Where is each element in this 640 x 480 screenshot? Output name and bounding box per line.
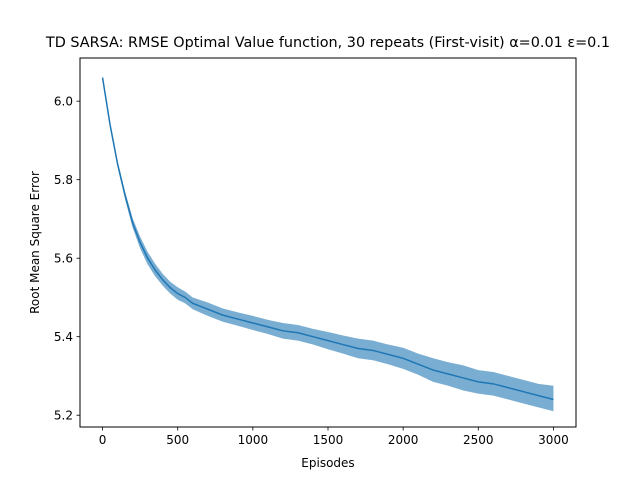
y-tick-label: 5.8 (54, 173, 73, 187)
chart-title: TD SARSA: RMSE Optimal Value function, 3… (45, 35, 610, 51)
x-tick-label: 1500 (313, 433, 344, 447)
series-0-confidence-band (102, 75, 554, 412)
x-tick-label: 0 (99, 433, 107, 447)
x-tick-label: 500 (166, 433, 189, 447)
x-axis-label: Episodes (301, 456, 354, 470)
x-tick-label: 2500 (463, 433, 494, 447)
y-tick-label: 5.2 (54, 409, 73, 423)
y-tick-label: 5.4 (54, 330, 73, 344)
y-axis-label: Root Mean Square Error (28, 171, 42, 314)
x-tick-label: 2000 (388, 433, 419, 447)
series-0-mean-line (101, 77, 554, 401)
x-axis: 0 500 1000 1500 2000 2500 3000 (99, 427, 569, 447)
y-tick-label: 6.0 (54, 94, 73, 108)
x-tick-label: 3000 (538, 433, 569, 447)
plot-area (101, 75, 554, 412)
y-tick-label: 5.6 (54, 252, 73, 266)
x-tick-label: 1000 (238, 433, 269, 447)
y-axis: 5.2 5.4 5.6 5.8 6.0 (54, 94, 80, 423)
